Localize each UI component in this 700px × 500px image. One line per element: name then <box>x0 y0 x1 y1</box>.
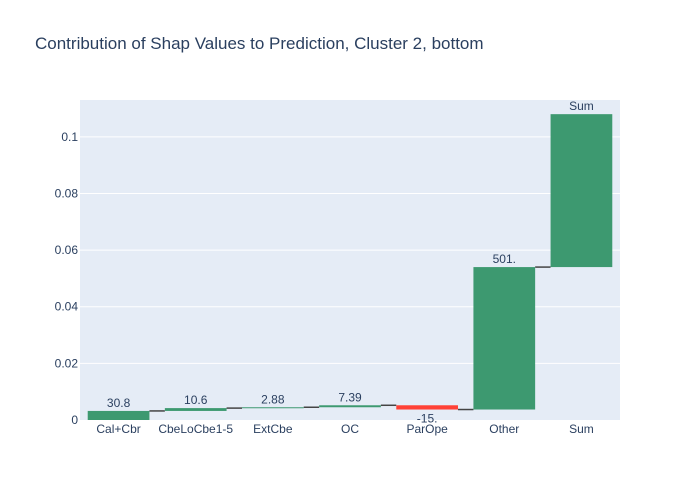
waterfall-bar <box>164 408 227 411</box>
waterfall-bar <box>319 405 381 408</box>
bars <box>87 114 613 420</box>
x-tick-label: Sum <box>569 422 594 436</box>
x-tick-label: Cal+Cbr <box>96 422 140 436</box>
x-axis-ticks: Cal+Cbr CbeLoCbe1-5 ExtCbe OC ParOpe Other Sum <box>96 422 593 436</box>
y-tick-label: 0.1 <box>61 130 78 144</box>
data-label: 30.8 <box>107 396 131 410</box>
y-tick-label: 0.08 <box>55 186 79 200</box>
waterfall-bar <box>550 114 613 268</box>
waterfall-bar <box>242 407 304 409</box>
waterfall-bar <box>396 405 458 410</box>
x-tick-label: Other <box>489 422 519 436</box>
waterfall-bar <box>87 410 150 420</box>
data-label: -15. <box>417 412 438 426</box>
data-labels: 30.8 10.6 2.88 7.39 -15. 501. Sum <box>107 99 594 425</box>
y-tick-label: 0.06 <box>55 243 79 257</box>
y-axis-ticks: 0 0.02 0.04 0.06 0.08 0.1 <box>55 130 79 427</box>
y-tick-label: 0 <box>71 413 78 427</box>
y-tick-label: 0.02 <box>55 356 79 370</box>
data-label: Sum <box>569 99 594 113</box>
x-tick-label: CbeLoCbe1-5 <box>158 422 233 436</box>
x-tick-label: ExtCbe <box>253 422 293 436</box>
data-label: 2.88 <box>261 392 285 406</box>
connectors <box>149 266 551 412</box>
x-tick-label: ParOpe <box>406 422 448 436</box>
chart-title: Contribution of Shap Values to Predictio… <box>35 34 484 53</box>
data-label: 501. <box>493 252 516 266</box>
x-tick-label: OC <box>341 422 359 436</box>
data-label: 10.6 <box>184 393 208 407</box>
y-tick-label: 0.04 <box>55 300 79 314</box>
plot-area <box>80 100 620 420</box>
data-label: 7.39 <box>338 390 362 404</box>
waterfall-bar <box>473 267 536 410</box>
